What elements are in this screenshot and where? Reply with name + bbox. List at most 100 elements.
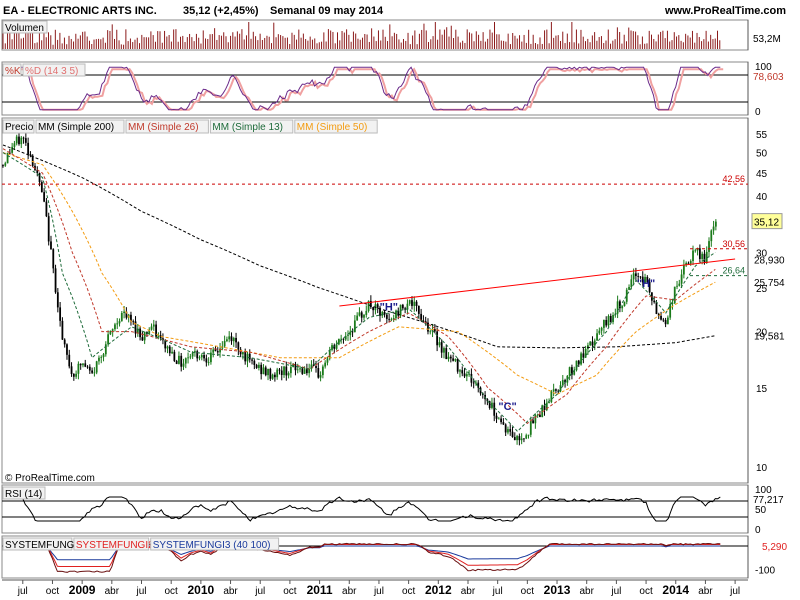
price-candle [360, 312, 363, 318]
price-candle [178, 355, 180, 364]
xtick-label: 2012 [425, 583, 452, 597]
stoch-ytick: 0 [755, 107, 761, 118]
price-candle [507, 429, 509, 433]
price-candle [132, 321, 135, 323]
xtick-label: abr [105, 586, 120, 597]
price-candle [56, 292, 59, 308]
price-candle [712, 226, 715, 231]
price-candle [392, 318, 395, 320]
price-candle [470, 373, 473, 383]
price-value-label: 19,581 [754, 332, 785, 343]
price-candle [15, 136, 18, 144]
rsi-ytick: 50 [755, 505, 767, 516]
price-candle [513, 437, 516, 441]
price-candle [184, 358, 187, 364]
price-candle [296, 369, 299, 371]
price-candle [242, 352, 244, 355]
price-candle [52, 249, 55, 269]
rsi-ytick: 0 [755, 525, 761, 536]
price-candle [545, 402, 548, 411]
price-candle [568, 367, 571, 376]
price-candle [630, 279, 633, 288]
price-candle [102, 354, 105, 358]
price-candle [433, 329, 436, 332]
price-candle [164, 340, 167, 349]
stoch-last-value: 78,603 [753, 72, 784, 83]
price-candle [59, 307, 62, 321]
price-candle [125, 311, 128, 318]
price-candle [328, 349, 331, 359]
price-candle [616, 301, 619, 314]
price-candle [692, 250, 694, 262]
price-candle [573, 370, 576, 375]
price-candle [18, 136, 20, 145]
xtick-label: abr [698, 586, 713, 597]
rsi-line [3, 496, 721, 522]
price-candle [472, 382, 475, 384]
price-candle [8, 152, 11, 154]
price-candle [509, 429, 512, 432]
symbol-title: EA - ELECTRONIC ARTS INC. [3, 5, 157, 17]
price-candle [20, 137, 23, 145]
price-candle [187, 357, 189, 359]
price-candle [520, 438, 523, 441]
price-candle [413, 301, 416, 306]
price-candle [605, 320, 608, 326]
price-candle [543, 405, 546, 411]
price-candle [353, 320, 356, 333]
price-candle [532, 420, 534, 424]
price-candle [445, 348, 448, 360]
price-candle [82, 363, 84, 366]
price-candle [123, 311, 125, 314]
price-candle [527, 434, 530, 436]
price-candle [194, 351, 196, 353]
pattern-label: "C" [498, 401, 516, 413]
price-candle [646, 276, 649, 283]
price-candle [666, 317, 669, 325]
price-candle [150, 326, 153, 330]
sys-legend-1: SYSTEMFUNGI2 [76, 540, 154, 551]
xtick-label: jul [254, 586, 265, 597]
price-candle [591, 341, 594, 346]
price-candle [155, 324, 157, 337]
price-candle [212, 349, 215, 353]
price-candle [689, 261, 692, 264]
panel-rsi [1, 484, 749, 534]
price-ytick: 25 [756, 284, 768, 295]
legend-sma200: MM (Simple 200) [38, 122, 114, 133]
rsi-title: RSI (14) [5, 489, 42, 500]
legend-sma50: MM (Simple 50) [297, 122, 368, 133]
price-candle [310, 364, 313, 369]
xtick-label: oct [283, 586, 297, 597]
legend-box [35, 119, 125, 134]
price-candle [283, 366, 285, 376]
price-candle [356, 315, 359, 321]
price-candle [198, 357, 201, 359]
price-candle [634, 273, 637, 277]
xtick-label: abr [342, 586, 357, 597]
price-candle [648, 282, 651, 293]
sys-legend-box [150, 537, 280, 551]
price-candle [244, 352, 247, 362]
copyright-label: © ProRealTime.com [5, 473, 95, 484]
price-candle [417, 306, 420, 314]
price-candle [4, 163, 7, 166]
price-candle [27, 142, 30, 155]
price-candle [598, 330, 601, 334]
price-candle [660, 315, 662, 320]
price-candle [88, 366, 91, 371]
sys-legend-box [73, 537, 150, 551]
price-candle [210, 352, 212, 363]
price-ytick: 50 [756, 149, 768, 160]
price-candle [175, 360, 178, 364]
xtick-label: jul [610, 586, 621, 597]
price-candle [408, 300, 411, 304]
price-candle [632, 273, 635, 280]
price-candle [61, 320, 64, 340]
rsi-ytick: 100 [755, 485, 772, 496]
price-candle [139, 328, 141, 338]
sys-ytick: -100 [755, 565, 775, 576]
price-candle [465, 374, 468, 377]
panel-vol [1, 19, 749, 51]
price-value-label: 25,754 [754, 278, 785, 289]
